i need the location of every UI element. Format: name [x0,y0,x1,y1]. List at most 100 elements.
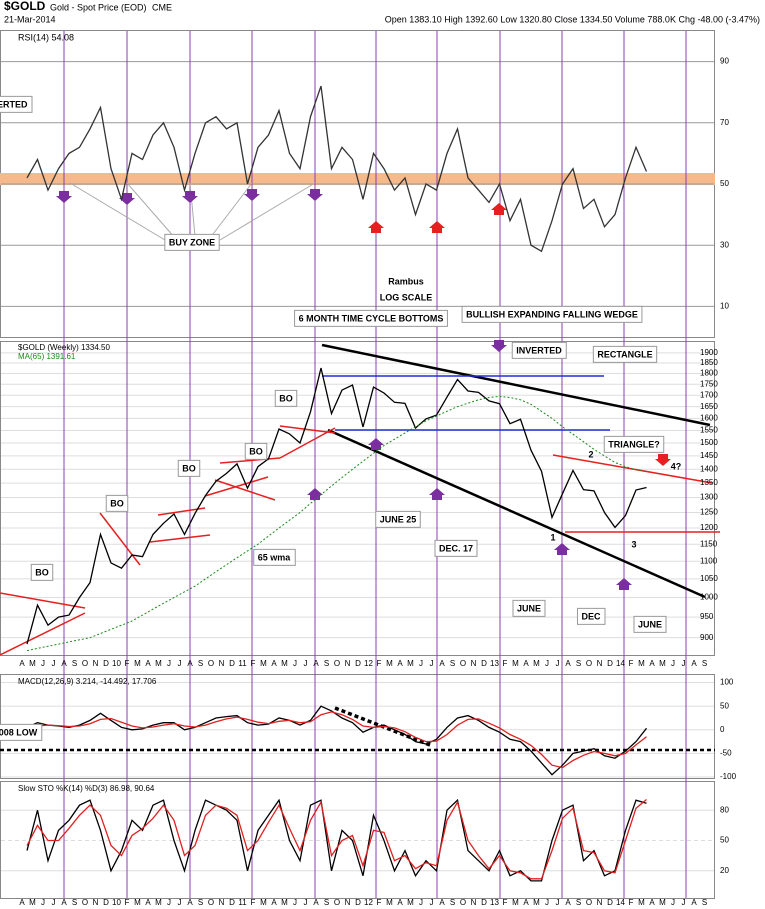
annotation: BUY ZONE [169,237,215,247]
annotation-box [244,442,268,460]
x-tick-label: D [481,659,487,668]
y-tick-label: 1750 [700,379,718,388]
y-tick-label: 1800 [700,369,718,378]
annotation: JUNE [638,619,662,629]
x-tick-label: J [304,659,308,668]
x-tick-label: F [251,659,256,668]
y-tick-label: 1100 [700,556,718,565]
y-tick-label: 20 [720,866,729,875]
x-tick-label: M [659,898,666,907]
annotation: BO [110,498,124,508]
y-tick-label: 900 [700,633,714,642]
annotation-box [375,510,421,528]
x-tick-label: O [334,898,340,907]
x-tick-label: F [629,659,634,668]
x-tick-label: D [607,659,613,668]
x-tick-label: D [607,898,613,907]
x-tick-label: N [471,898,477,907]
annotation: 6 MONTH TIME CYCLE BOTTOMS [299,313,444,323]
x-tick-label: D [355,659,361,668]
x-tick-label: F [377,659,382,668]
y-tick-label: 70 [720,118,729,127]
x-tick-label: 12 [364,898,373,907]
x-tick-label: D [103,898,109,907]
y-tick-label: 10 [720,302,729,311]
annotation-box [633,615,667,633]
sto-title: Slow STO %K(14) %D(3) 86.98, 90.64 [18,784,155,793]
series-line [26,395,647,652]
x-tick-label: N [93,659,99,668]
x-tick-label: M [281,659,288,668]
x-tick-label: M [533,898,540,907]
x-tick-label: M [260,659,267,668]
annotation: 2 [588,449,593,459]
x-tick-label: M [260,898,267,907]
x-tick-label: N [219,898,225,907]
x-tick-label: J [545,898,549,907]
x-tick-label: F [503,659,508,668]
x-tick-label: A [271,659,277,668]
x-tick-label: F [629,898,634,907]
x-tick-label: M [638,659,645,668]
x-tick-label: J [167,898,171,907]
annotation: Rambus [388,276,424,286]
x-tick-label: F [503,898,508,907]
annotation: INVERTED [516,345,562,355]
x-tick-label: J [419,898,423,907]
x-tick-label: M [407,659,414,668]
ma-legend: MA(65) 1391.61 [18,352,76,361]
x-tick-label: A [397,659,403,668]
price-legend: $GOLD (Weekly) 1334.50 [18,343,110,352]
x-tick-label: N [597,659,603,668]
x-tick-label: A [565,659,571,668]
x-tick-label: S [324,898,329,907]
x-tick-label: M [407,898,414,907]
x-tick-label: J [52,659,56,668]
y-tick-label: 50 [720,179,729,188]
x-tick-label: J [556,659,560,668]
x-tick-label: O [208,898,214,907]
y-tick-label: 90 [720,57,729,66]
x-tick-label: O [82,898,88,907]
x-tick-label: A [61,659,67,668]
quote: Open 1383.10 High 1392.60 Low 1320.80 Cl… [385,14,760,24]
x-tick-label: J [52,898,56,907]
x-tick-label: M [155,659,162,668]
x-tick-label: A [649,659,655,668]
x-tick-label: J [682,898,686,907]
x-tick-label: D [103,659,109,668]
annotation-box [461,305,643,323]
x-tick-label: S [702,898,707,907]
annotation-box [253,548,296,566]
annotation-box [164,233,220,251]
y-tick-label: -100 [720,772,737,781]
annotation-box [603,435,665,453]
x-tick-label: M [29,898,36,907]
series-line [26,711,647,769]
x-tick-label: M [533,659,540,668]
annotation: 65 wma [258,552,292,562]
x-tick-label: A [523,659,529,668]
annotation: JUNE [517,603,541,613]
series-line [26,85,648,253]
x-tick-label: F [125,898,130,907]
y-tick-label: 1450 [700,451,718,460]
date: 21-Mar-2014 [4,14,56,24]
x-tick-label: A [439,659,445,668]
x-tick-label: N [93,898,99,907]
annotation-box [294,309,448,327]
y-tick-label: 30 [720,240,729,249]
x-tick-label: M [386,898,393,907]
x-tick-label: 10 [112,898,121,907]
x-tick-label: A [313,898,319,907]
annotation: BO [182,463,196,473]
x-tick-label: 14 [616,659,625,668]
macd-title: MACD(12,26,9) 3.214, -14.492, 17.706 [18,677,157,686]
x-tick-label: M [512,898,519,907]
annotation: BO [279,393,293,403]
annotation: 3 [631,539,636,549]
x-tick-label: N [597,898,603,907]
x-tick-label: S [450,659,455,668]
annotation-box [511,341,567,359]
y-tick-label: 950 [700,612,714,621]
